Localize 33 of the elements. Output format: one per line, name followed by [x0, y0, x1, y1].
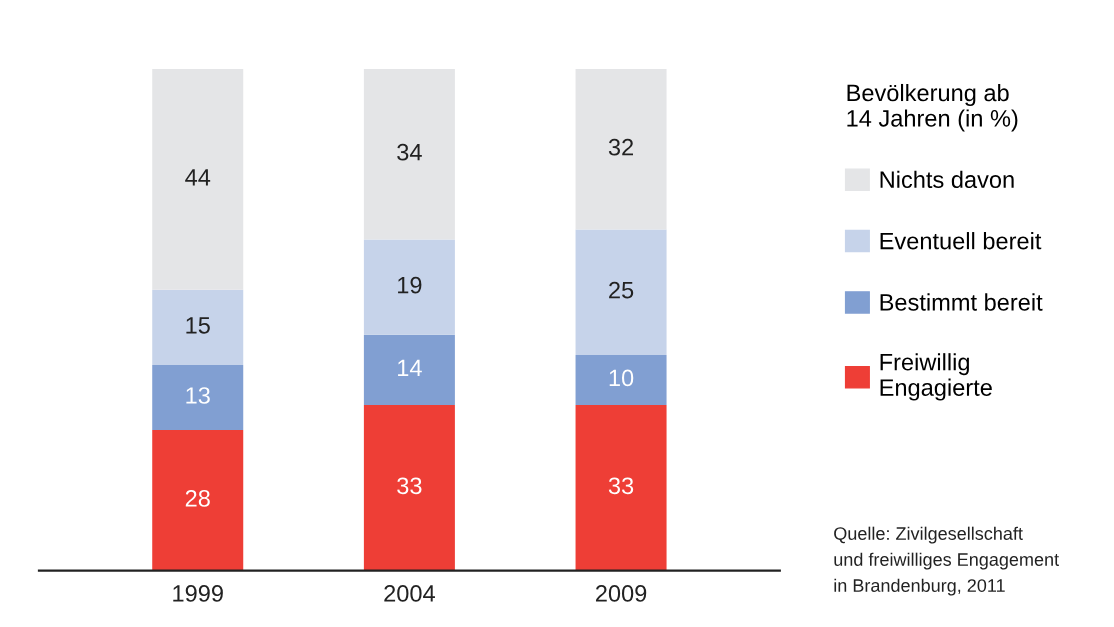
bar	[363, 239, 455, 335]
bar	[152, 364, 244, 431]
data-label: 28	[185, 489, 210, 507]
legend-label: Freiwillig Engagierte	[880, 353, 992, 401]
data-label: 25	[609, 281, 634, 299]
bar	[152, 289, 244, 365]
x-tick-label: 2004	[384, 585, 435, 602]
data-label: 14	[398, 359, 422, 377]
legend-label: Nichts davon	[880, 170, 1014, 189]
bar	[363, 68, 455, 240]
data-label: 32	[608, 138, 633, 156]
data-label: 15	[186, 317, 210, 334]
data-label: 10	[609, 369, 634, 387]
bar	[575, 229, 667, 355]
bar	[575, 354, 667, 406]
bar	[575, 68, 667, 230]
data-label: 34	[397, 143, 422, 161]
bar	[152, 68, 244, 290]
legend-label: Bestimmt bereit	[880, 293, 1043, 311]
x-tick-label: 2009	[595, 585, 647, 602]
bar	[152, 430, 244, 571]
data-label: 33	[397, 477, 422, 495]
data-label: 44	[185, 169, 211, 186]
legend-title: Bevölkerung ab 14 Jahren (in %)	[847, 83, 1018, 132]
source-note: Quelle: Zivilgesellschaft und freiwilliges Engagement in Brandenburg, 2011	[834, 526, 1059, 596]
bar	[363, 405, 455, 571]
bar	[575, 405, 667, 571]
data-label: 13	[186, 387, 210, 404]
bar	[363, 334, 455, 406]
legend-label: Eventuell bereit	[880, 232, 1042, 250]
data-label: 33	[608, 477, 634, 495]
data-label: 19	[398, 276, 422, 294]
x-tick-label: 1999	[173, 585, 223, 602]
